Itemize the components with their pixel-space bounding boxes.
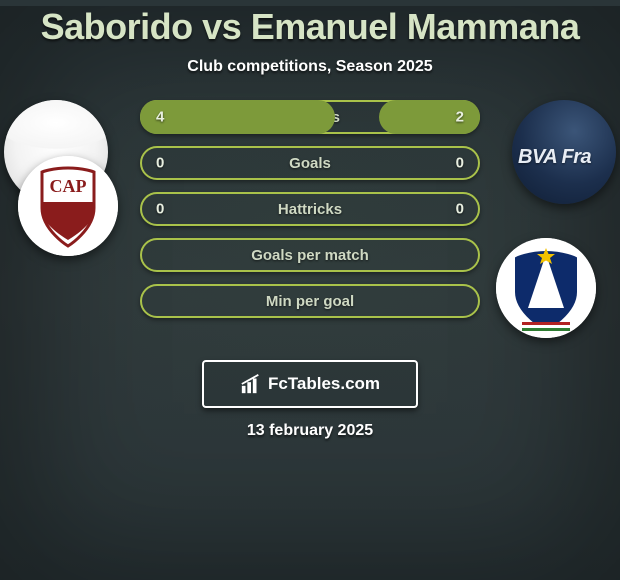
- bars-icon: [240, 373, 262, 395]
- stat-bar: 0 Goals 0: [140, 146, 480, 180]
- stat-label: Goals: [289, 155, 331, 172]
- brand-text: FcTables.com: [268, 374, 380, 394]
- stat-label: Hattricks: [278, 201, 342, 218]
- player2-avatar-text: BVA Fra: [518, 146, 598, 168]
- stat-bar: 0 Hattricks 0: [140, 192, 480, 226]
- vs-text: vs: [202, 6, 241, 47]
- svg-text:CAP: CAP: [50, 176, 87, 196]
- crest-left-svg: CAP: [18, 156, 118, 256]
- stat-value-right: 2: [456, 109, 464, 126]
- stat-value-left: 4: [156, 109, 164, 126]
- stat-bar: 4Matches2: [140, 100, 480, 134]
- subtitle: Club competitions, Season 2025: [0, 58, 620, 76]
- stat-value-left: 0: [156, 155, 164, 172]
- stat-label: Goals per match: [251, 247, 369, 264]
- player1-club-crest: CAP: [18, 156, 118, 256]
- date-text: 13 february 2025: [0, 422, 620, 440]
- stat-value-right: 0: [456, 201, 464, 218]
- comparison-title: Saborido vs Emanuel Mammana: [0, 6, 620, 48]
- player2-name: Emanuel Mammana: [251, 6, 580, 47]
- stat-value-left: 0: [156, 201, 164, 218]
- stat-bars: 4Matches2 0 Goals 0 0 Hattricks 0 Goals per mat…: [140, 100, 480, 318]
- stat-label: Min per goal: [266, 293, 354, 310]
- stat-fill-right: [379, 100, 480, 134]
- player1-name: Saborido: [41, 6, 193, 47]
- brand-box: FcTables.com: [202, 360, 418, 408]
- stat-bar: Goals per match: [140, 238, 480, 272]
- stat-bar: Min per goal: [140, 284, 480, 318]
- player2-club-crest: [496, 238, 596, 338]
- stat-fill-left: [140, 100, 335, 134]
- player2-avatar: BVA Fra: [512, 100, 616, 204]
- comparison-stage: BVA Fra CAP 4Matches2 0 Goals 0 0 Hattricks 0 G…: [0, 100, 620, 350]
- crest-right-svg: [496, 238, 596, 338]
- stat-value-right: 0: [456, 155, 464, 172]
